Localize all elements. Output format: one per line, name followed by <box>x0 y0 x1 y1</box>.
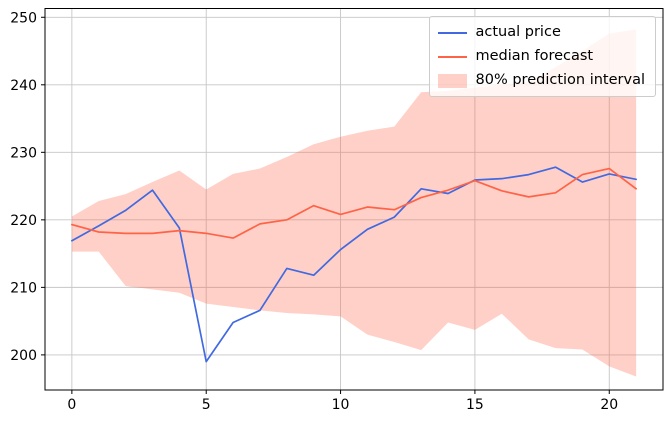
actual-price-line <box>71 166 637 363</box>
prediction-interval-patch-swatch <box>437 73 467 88</box>
median-forecast-line-swatch <box>437 55 467 58</box>
prediction-band-area <box>71 29 637 377</box>
y-tick-label: 230 <box>10 145 37 161</box>
y-tick-label: 240 <box>10 78 37 94</box>
legend-label-median-forecast: median forecast <box>475 48 594 64</box>
legend-label-actual-price: actual price <box>475 24 561 40</box>
legend-item-prediction-interval: 80% prediction interval <box>437 71 645 90</box>
legend-label-prediction-interval: 80% prediction interval <box>475 72 645 88</box>
plot-border <box>44 8 664 391</box>
x-tick-label: 0 <box>67 397 76 413</box>
y-tick-label: 200 <box>10 348 37 364</box>
actual-price-line-swatch <box>437 31 467 34</box>
y-tick-label: 250 <box>10 10 37 26</box>
legend: actual price median forecast 80% predict… <box>428 16 656 97</box>
median-forecast-line <box>71 167 637 239</box>
y-tick-label: 210 <box>10 280 37 296</box>
x-tick-label: 15 <box>466 397 484 413</box>
x-tick-label: 20 <box>600 397 618 413</box>
y-tick-label: 220 <box>10 213 37 229</box>
legend-item-median-forecast: median forecast <box>437 47 645 66</box>
x-tick-label: 5 <box>202 397 211 413</box>
x-tick-label: 10 <box>332 397 350 413</box>
legend-item-actual-price: actual price <box>437 23 645 42</box>
